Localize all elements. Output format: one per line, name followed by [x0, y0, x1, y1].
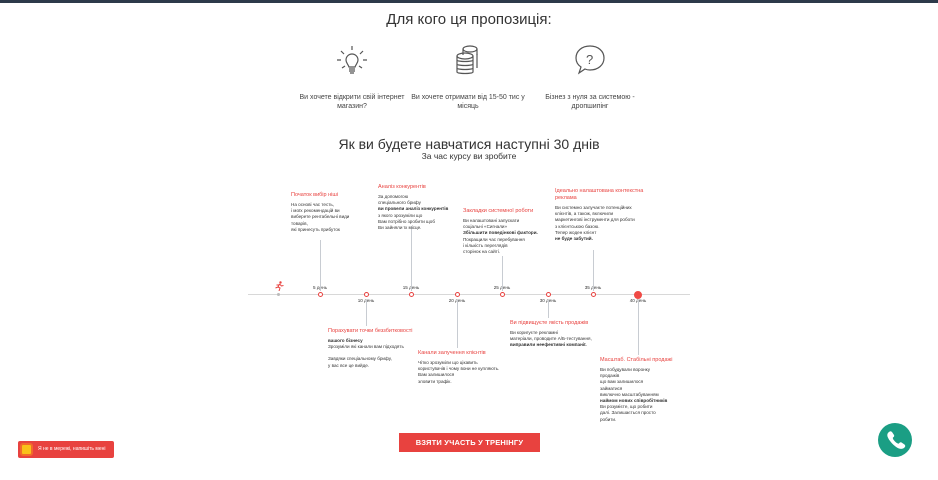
- coins-icon: [456, 45, 478, 75]
- timeline-dot: [408, 292, 414, 297]
- feature-online-store: Ви хочете відкрити свій інтернет магазин…: [292, 40, 412, 111]
- step-text: Тепер жоден клієнт: [555, 229, 597, 235]
- step-text: не буде забутий.: [555, 236, 593, 242]
- timeline-dot: [454, 292, 460, 297]
- instagram-label: Я не в мережі, напишіть мені: [38, 446, 106, 452]
- step-text: виключно масштабуванням: [600, 391, 659, 397]
- instagram-chat-button[interactable]: Я не в мережі, напишіть мені: [18, 441, 114, 458]
- step-text: і кількість переглядів: [463, 242, 508, 248]
- timeline-step: Початок вибір ніші На основі час тесть, і …: [291, 192, 366, 233]
- feature-text: Ви хочете відкрити свій інтернет магазин…: [299, 94, 405, 110]
- step-text: з якого зрозуміли що: [378, 212, 423, 218]
- timeline-step: Аналіз конкурентів За допомогою спеціально…: [378, 184, 458, 231]
- timeline-step: Масштаб. Стабільні продажі Ви побудували …: [600, 357, 675, 423]
- step-title: Початок вибір ніші: [291, 192, 338, 198]
- phone-icon: [887, 431, 906, 449]
- step-title: Канали залучення клієнтів: [418, 350, 486, 356]
- section-title: Для кого ця пропозиція:: [386, 11, 552, 28]
- feature-income: Ви хочете отримати від 15-50 тис у місяц…: [408, 40, 528, 111]
- step-text: Вам залишилося: [418, 372, 455, 378]
- top-bar: [0, 0, 938, 3]
- step-title: Ви підвищуєте якість продажів: [510, 320, 589, 326]
- timeline-step: Ви підвищуєте якість продажів Ви коригуєт…: [510, 320, 605, 349]
- step-text: Чітко зрозуміли що цікавить: [418, 360, 478, 365]
- step-title: Закладки системної роботи: [463, 208, 534, 214]
- step-text: Ви системно залучаєте потенційних: [555, 205, 632, 210]
- step-text: Ви налаштовані запускати: [463, 218, 520, 223]
- timeline-step: Ідеально налаштована контекстна реклама В…: [555, 188, 645, 242]
- step-text: На основі час тесть,: [291, 202, 335, 207]
- timeline-step: Порахувати точки беззбитковості вашого бі…: [328, 328, 413, 369]
- connector-line: [457, 300, 458, 348]
- plan-title: Як ви будете навчатися наступні 30 днів: [338, 136, 600, 152]
- timeline-dot: [634, 290, 642, 299]
- timeline-step: Канали залучення клієнтів Чітко зрозуміли…: [418, 350, 518, 385]
- step-text: Ви коригуєте рекламні: [510, 330, 558, 335]
- step-text: виберете рентабельні види товарів,: [291, 214, 350, 226]
- connector-line: [411, 226, 412, 291]
- step-text: робити.: [600, 416, 617, 422]
- step-text: далі. Залишається просто: [600, 410, 656, 416]
- step-text: зловити трафік.: [418, 378, 452, 384]
- step-text: які принесуть прибуток: [291, 226, 340, 232]
- step-text: що вам залишилося: [600, 379, 644, 385]
- connector-line: [320, 240, 321, 291]
- step-text: Покращили час перебування: [463, 236, 525, 242]
- timeline-step: Закладки системної роботи Ви налаштовані …: [463, 208, 538, 255]
- step-text: Вам потрібно зробити щоб: [378, 218, 435, 224]
- step-text: Збільшити поведінкові фактори.: [463, 230, 538, 236]
- step-text: у вас все це вийде.: [328, 362, 370, 368]
- timeline-dot: [317, 292, 323, 297]
- step-text: Завдяки спеціальному брифу,: [328, 356, 392, 362]
- step-text: маркетингові інструменти для роботи: [555, 217, 635, 223]
- feature-text: Бізнез з нуля за системою - дропшипінг: [545, 94, 635, 110]
- feature-text: Ви хочете отримати від 15-50 тис у місяц…: [411, 94, 525, 110]
- instagram-icon: [20, 443, 33, 456]
- connector-line: [593, 250, 594, 291]
- step-title: Ідеально налаштована контекстна реклама: [555, 188, 644, 201]
- step-text: ви провели аналіз конкурентів: [378, 206, 449, 212]
- step-title: Порахувати точки беззбитковості: [328, 328, 413, 334]
- step-text: користувачів і чому вони не купляють.: [418, 366, 500, 372]
- timeline-dot: [545, 292, 551, 297]
- plan-subtitle: За час курсу ви зробите: [421, 151, 517, 161]
- svg-text:?: ?: [586, 52, 593, 67]
- timeline-dot: [590, 292, 596, 297]
- step-text: Ви зайняли їх місце.: [378, 225, 422, 231]
- step-text: Ви побудували воронку: [600, 367, 651, 372]
- step-text: виправили неефективні компанії.: [510, 342, 587, 348]
- step-title: Аналіз конкурентів: [378, 184, 426, 190]
- step-text: Зрозуміли які канали вам підходять: [328, 344, 404, 350]
- step-text: спеціального брифу: [378, 200, 421, 206]
- call-button[interactable]: [878, 423, 912, 457]
- connector-line: [548, 300, 549, 318]
- join-training-button[interactable]: ВЗЯТИ УЧАСТЬ У ТРЕНІНГУ: [399, 433, 540, 452]
- runner-icon: [275, 281, 284, 291]
- connector-line: [638, 300, 639, 355]
- step-text: матеріали, проводите А/Б-тестування,: [510, 336, 592, 342]
- step-text: займатися: [600, 385, 623, 391]
- step-text: наймом нових співробітників: [600, 398, 668, 404]
- timeline-dot: [499, 292, 505, 297]
- timeline-line: [248, 294, 690, 295]
- step-text: соціальні «Сигнали»: [463, 224, 508, 230]
- timeline-dot: [363, 292, 369, 297]
- step-text: клієнтів, а також, включили: [555, 211, 614, 217]
- connector-line: [502, 256, 503, 291]
- feature-dropshipping: ? Бізнез з нуля за системою - дропшипінг: [530, 40, 650, 111]
- step-text: вашого бізнесу: [328, 338, 363, 343]
- step-text: За допомогою: [378, 194, 409, 199]
- step-text: продажів: [600, 373, 620, 379]
- start-dot: [277, 293, 280, 296]
- step-text: сторінок на сайті.: [463, 249, 501, 255]
- question-bubble-icon: ?: [575, 45, 605, 75]
- connector-line: [366, 300, 367, 326]
- step-text: Ви розумієте, що робити: [600, 404, 653, 410]
- step-text: і моїх рекомендацій ви: [291, 208, 340, 214]
- step-text: з клієнтською базою.: [555, 223, 600, 229]
- lightbulb-icon: [337, 46, 367, 74]
- step-title: Масштаб. Стабільні продажі: [600, 357, 673, 363]
